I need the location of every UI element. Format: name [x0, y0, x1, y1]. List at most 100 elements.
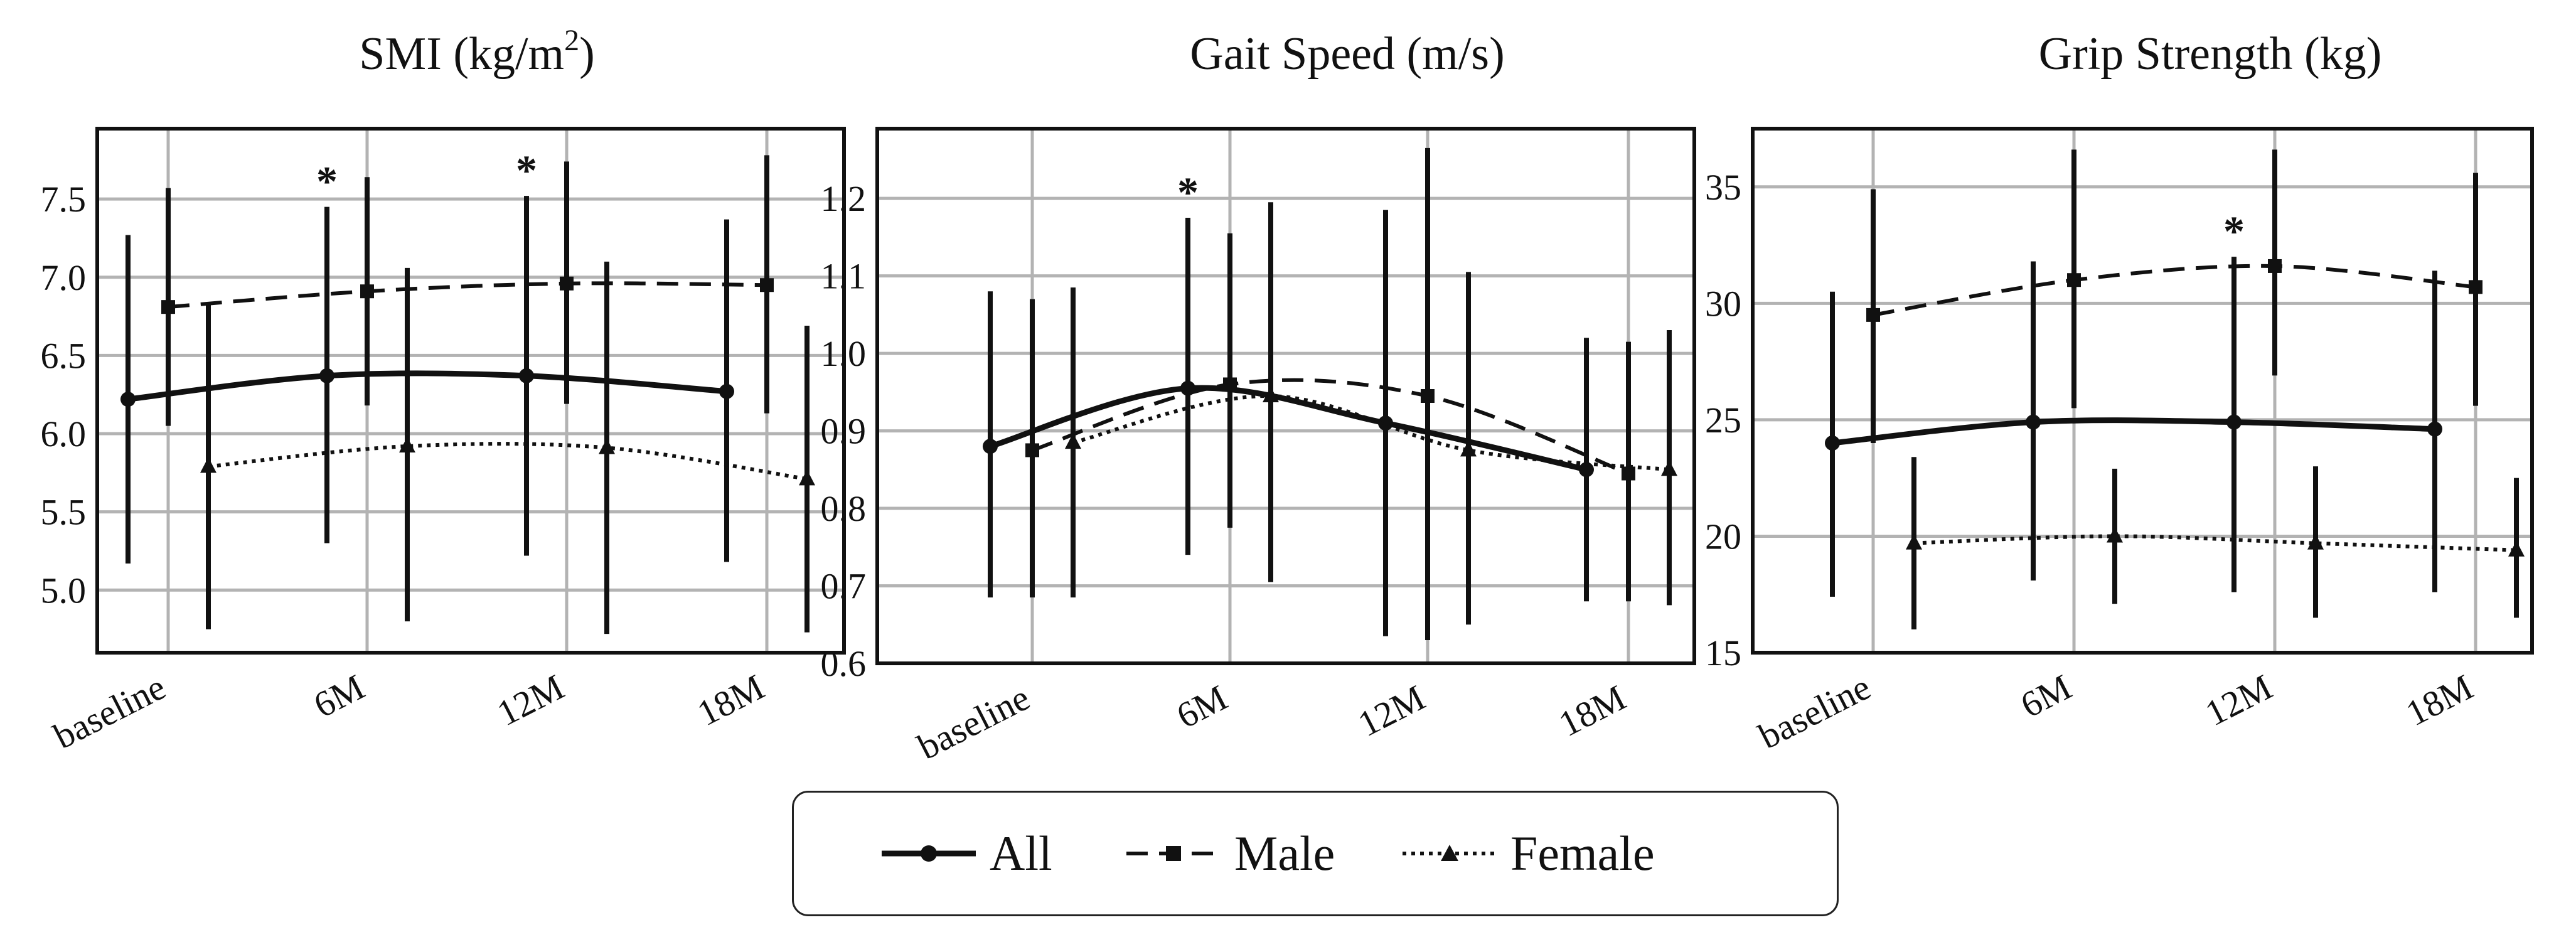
significance-marker: * [316, 158, 338, 205]
y-tick-label: 1.0 [821, 333, 867, 374]
plot-frame [95, 127, 846, 655]
data-point-all [719, 383, 734, 399]
y-tick-label: 0.7 [821, 566, 867, 607]
data-point-female [1661, 460, 1677, 476]
x-tick-label-baseline: baseline [911, 677, 1036, 768]
chart-panel-3: Grip Strength (kg) 15 20 25 30 35 baseline 6M 12… [1705, 28, 2534, 757]
y-tick-label: 15 [1705, 633, 1741, 673]
data-point-female [1263, 387, 1279, 402]
legend-label-female: Female [1510, 826, 1655, 880]
data-point-male [360, 284, 374, 299]
data-point-female [1460, 441, 1477, 457]
chart-panel-1: SMI (kg/m2) 5.0 5.5 6.0 6.5 7.0 7.5 baseline 6M 1… [41, 24, 846, 757]
plot-frame [1751, 127, 2534, 655]
x-tick-label-6m: 6M [2014, 666, 2078, 725]
data-point-male [1025, 443, 1039, 457]
chart-panel-2: Gait Speed (m/s) 0.6 0.7 0.8 0.9 1.0 1.1 1.2 bas… [821, 28, 1696, 768]
plot-frame [875, 127, 1696, 665]
data-point-female [399, 436, 415, 452]
data-point-male [760, 278, 774, 292]
data-point-male [2067, 273, 2081, 287]
legend-swatch-male [1126, 846, 1221, 861]
data-point-all [120, 392, 136, 407]
y-tick-label: 5.0 [41, 570, 87, 611]
data-point-male [2268, 259, 2282, 273]
y-tick-label: 30 [1705, 283, 1741, 324]
y-tick-label: 5.5 [41, 492, 87, 533]
chart-title: Gait Speed (m/s) [1190, 28, 1504, 80]
series-line-all [127, 370, 727, 402]
x-tick-label-12m: 12M [1352, 677, 1431, 745]
chart-title-text: SMI (kg/m [359, 28, 564, 80]
y-tick-label: 7.5 [41, 179, 87, 220]
significance-marker: * [2223, 207, 2245, 255]
data-point-all [983, 439, 998, 454]
data-point-all [1579, 462, 1594, 478]
series-line-female [1913, 534, 2517, 552]
data-point-female [2107, 527, 2123, 543]
data-point-female [1065, 433, 1081, 449]
legend-label-male: Male [1234, 826, 1335, 880]
chart-title-end: ) [579, 28, 595, 80]
x-tick-label-baseline: baseline [1752, 666, 1877, 757]
legend-item-all: All [882, 793, 1052, 914]
data-point-female [200, 457, 216, 473]
data-point-female [2307, 533, 2324, 550]
data-point-male [1866, 308, 1880, 322]
y-tick-label: 7.0 [41, 257, 87, 298]
y-tick-label: 0.6 [821, 643, 867, 684]
series-line-male [168, 281, 767, 309]
data-point-all [2427, 421, 2442, 437]
series-line-all [1832, 417, 2435, 446]
y-tick-label: 20 [1705, 516, 1741, 557]
legend-label-all: All [990, 826, 1052, 880]
y-tick-label: 6.5 [41, 335, 87, 376]
data-point-male [1622, 466, 1635, 481]
data-point-all [519, 368, 534, 383]
chart-title-superscript: 2 [564, 24, 579, 57]
data-point-male [560, 276, 574, 291]
series-line-male [1873, 264, 2476, 317]
y-tick-label: 25 [1705, 400, 1741, 441]
x-tick-label-18m: 18M [691, 666, 771, 734]
y-tick-label: 1.1 [821, 256, 867, 297]
legend-item-male: Male [1126, 793, 1335, 914]
y-tick-label: 0.9 [821, 411, 867, 452]
data-point-all [1825, 436, 1840, 451]
data-point-female [599, 438, 615, 454]
significance-marker: * [1177, 168, 1199, 216]
data-point-all [319, 368, 334, 383]
data-point-all [2026, 414, 2041, 430]
x-tick-label-baseline: baseline [47, 666, 172, 757]
x-tick-label-12m: 12M [491, 666, 570, 734]
series-line-male [1032, 378, 1630, 476]
x-tick-label-18m: 18M [2400, 666, 2479, 734]
legend-swatch-all [882, 845, 976, 862]
x-tick-label-6m: 6M [1170, 677, 1234, 736]
data-point-male [161, 300, 175, 314]
data-point-female [799, 469, 815, 486]
x-tick-label-6m: 6M [307, 666, 371, 725]
y-tick-label: 6.0 [41, 414, 87, 454]
chart-title: Grip Strength (kg) [2039, 28, 2382, 80]
x-tick-label-18m: 18M [1553, 677, 1632, 745]
significance-marker: * [516, 146, 537, 194]
y-tick-label: 0.8 [821, 488, 867, 529]
series-line-female [208, 442, 808, 481]
data-point-male [2469, 280, 2482, 294]
legend-item-female: Female [1403, 793, 1655, 914]
chart-title: SMI (kg/m2) [359, 24, 595, 80]
data-point-female [1906, 533, 1922, 550]
data-point-female [2508, 540, 2525, 557]
legend-swatch-female [1403, 845, 1497, 861]
data-point-male [1223, 377, 1237, 392]
y-tick-label: 35 [1705, 167, 1741, 208]
y-tick-label: 1.2 [821, 178, 867, 219]
x-tick-label-12m: 12M [2199, 666, 2279, 734]
legend: All Male Female [792, 791, 1839, 916]
series-line-all [989, 385, 1588, 473]
series-line-female [1072, 393, 1670, 472]
data-point-male [1421, 389, 1435, 403]
data-point-all [2226, 414, 2242, 430]
